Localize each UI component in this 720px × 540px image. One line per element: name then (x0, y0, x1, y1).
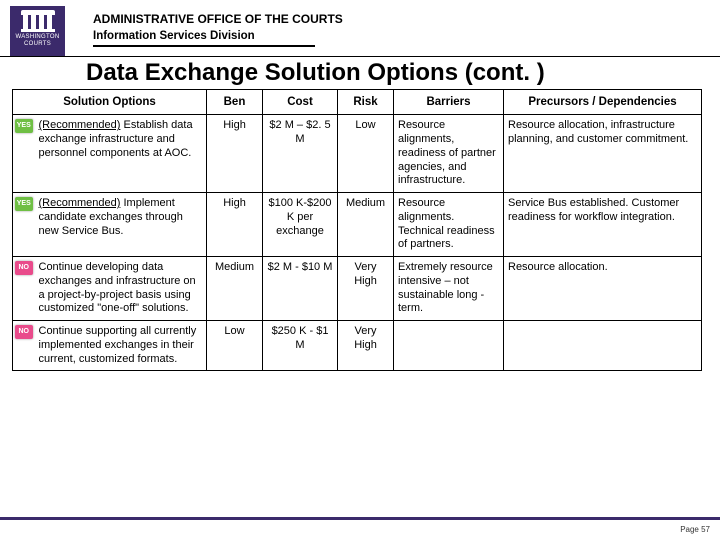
slide-title: Data Exchange Solution Options (cont. ) (0, 57, 720, 89)
precursors-cell: Resource allocation. (504, 257, 702, 321)
risk-cell: Very High (338, 257, 394, 321)
cost-cell: $2 M - $10 M (263, 257, 338, 321)
brand-logo: WASHINGTON COURTS (10, 6, 65, 56)
yes-badge-icon: YES (15, 197, 33, 211)
barriers-cell: Extremely resource intensive – not susta… (394, 257, 504, 321)
ben-cell: High (207, 193, 263, 257)
precursors-cell (504, 321, 702, 371)
solution-option-cell: (Recommended) Implement candidate exchan… (35, 193, 207, 257)
solution-option-text: Continue supporting all currently implem… (39, 325, 197, 365)
risk-cell: Medium (338, 193, 394, 257)
table-row: NO Continue supporting all currently impl… (13, 321, 702, 371)
header-bar: WASHINGTON COURTS ADMINISTRATIVE OFFICE … (0, 0, 720, 57)
brand-text: WASHINGTON COURTS (15, 34, 59, 48)
solution-option-cell: Continue supporting all currently implem… (35, 321, 207, 371)
col-precursors: Precursors / Dependencies (504, 90, 702, 115)
table-row: YES(Recommended) Implement candidate exc… (13, 193, 702, 257)
pillars-icon (21, 10, 55, 32)
table-row: NO Continue developing data exchanges and… (13, 257, 702, 321)
row-badge-cell: YES (13, 193, 35, 257)
risk-cell: Low (338, 115, 394, 193)
table-row: YES(Recommended) Establish data exchange… (13, 115, 702, 193)
row-badge-cell: YES (13, 115, 35, 193)
row-badge-cell: NO (13, 257, 35, 321)
ben-cell: High (207, 115, 263, 193)
solution-option-text: Continue developing data exchanges and i… (39, 261, 196, 314)
precursors-cell: Resource allocation, infrastructure plan… (504, 115, 702, 193)
org-subtitle: Information Services Division (93, 30, 315, 47)
solution-option-cell: (Recommended) Establish data exchange in… (35, 115, 207, 193)
table-body: YES(Recommended) Establish data exchange… (13, 115, 702, 371)
ben-cell: Low (207, 321, 263, 371)
brand-line1: WASHINGTON (15, 34, 59, 40)
row-badge-cell: NO (13, 321, 35, 371)
options-table-wrap: Solution Options Ben Cost Risk Barriers … (0, 89, 720, 371)
table-header-row: Solution Options Ben Cost Risk Barriers … (13, 90, 702, 115)
header-text: ADMINISTRATIVE OFFICE OF THE COURTS Info… (93, 6, 343, 47)
col-solution-options: Solution Options (13, 90, 207, 115)
page-number: Page 57 (680, 525, 710, 534)
barriers-cell: Resource alignments, readiness of partne… (394, 115, 504, 193)
org-title: ADMINISTRATIVE OFFICE OF THE COURTS (93, 12, 343, 26)
yes-badge-icon: YES (15, 119, 33, 133)
footer-rule (0, 517, 720, 520)
col-cost: Cost (263, 90, 338, 115)
solution-option-cell: Continue developing data exchanges and i… (35, 257, 207, 321)
col-ben: Ben (207, 90, 263, 115)
no-badge-icon: NO (15, 325, 33, 339)
precursors-cell: Service Bus established. Customer readin… (504, 193, 702, 257)
recommended-label: (Recommended) (39, 197, 121, 209)
brand-line2: COURTS (24, 41, 51, 47)
risk-cell: Very High (338, 321, 394, 371)
col-risk: Risk (338, 90, 394, 115)
col-barriers: Barriers (394, 90, 504, 115)
recommended-label: (Recommended) (39, 119, 121, 131)
options-table: Solution Options Ben Cost Risk Barriers … (12, 89, 702, 371)
barriers-cell (394, 321, 504, 371)
cost-cell: $2 M – $2. 5 M (263, 115, 338, 193)
cost-cell: $250 K - $1 M (263, 321, 338, 371)
barriers-cell: Resource alignments. Technical readiness… (394, 193, 504, 257)
ben-cell: Medium (207, 257, 263, 321)
no-badge-icon: NO (15, 261, 33, 275)
cost-cell: $100 K-$200 K per exchange (263, 193, 338, 257)
